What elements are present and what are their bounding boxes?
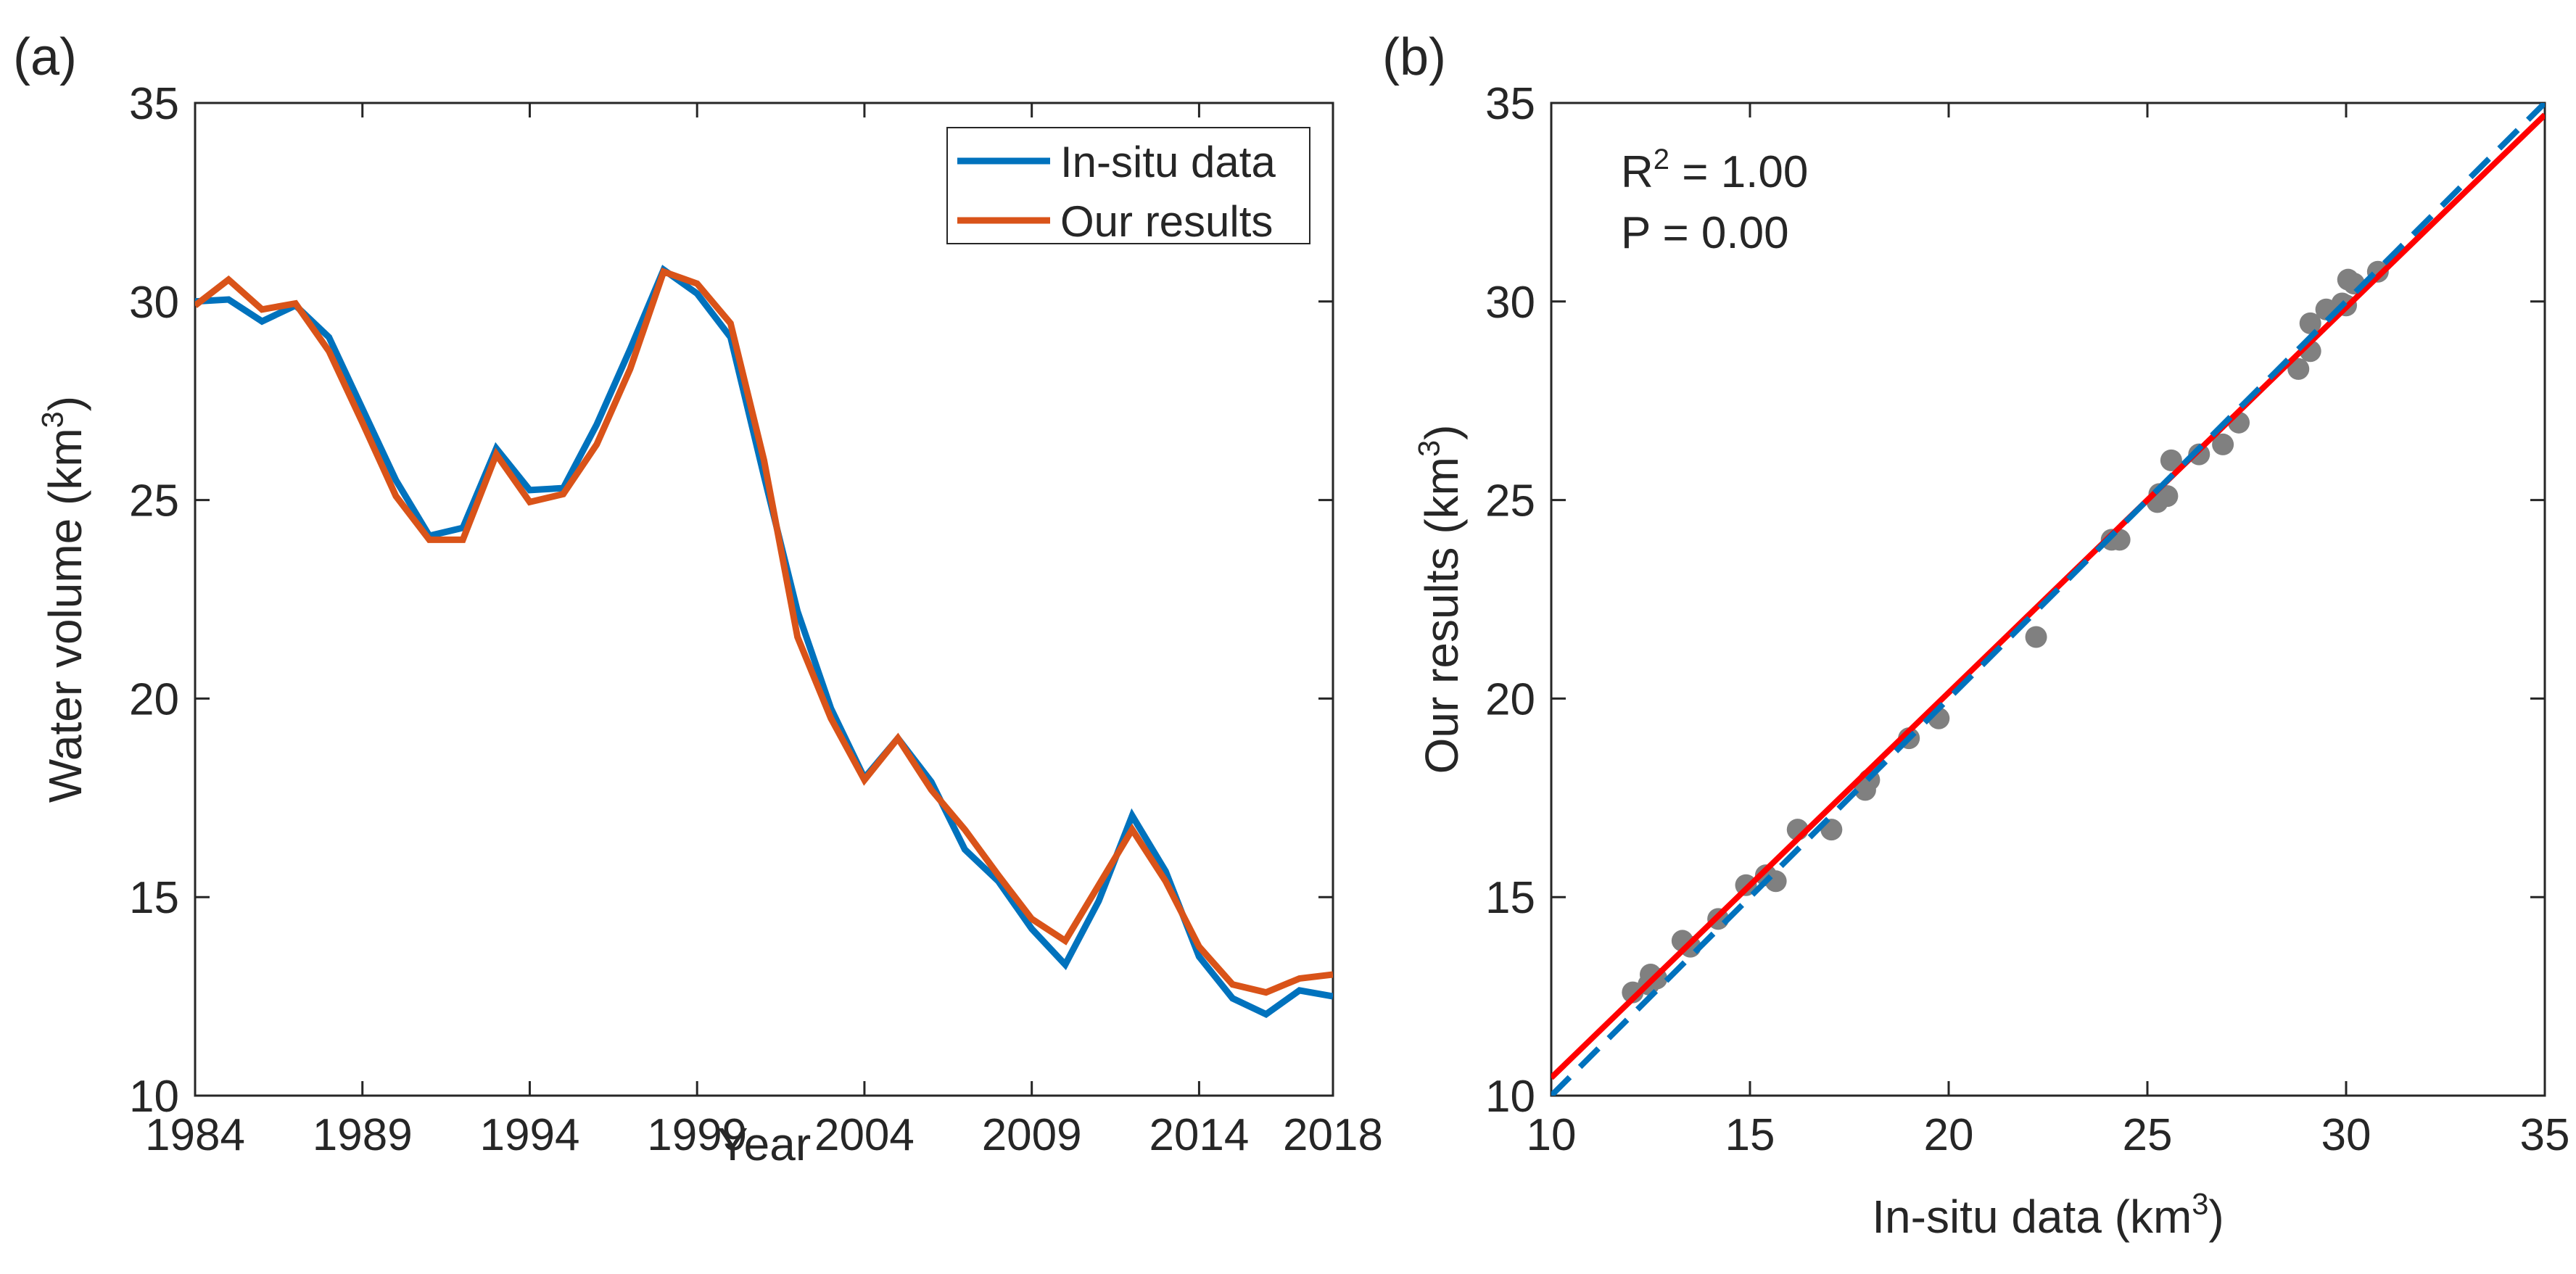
scatter-point — [1764, 870, 1787, 893]
x-axis-label: Year — [717, 1118, 811, 1170]
scatter-point — [2287, 357, 2310, 380]
y-tick-label: 15 — [129, 873, 179, 923]
plot-area — [195, 265, 1333, 1018]
r-squared-exponent: 2 — [1654, 144, 1669, 175]
y-axis-label-superscript: 3 — [35, 411, 69, 428]
x-axis-label-superscript: 3 — [2192, 1186, 2208, 1220]
y-tick-label: 25 — [1485, 476, 1535, 526]
scatter-point — [2212, 433, 2234, 455]
y-axis-label: Water volume (km3) — [35, 396, 91, 803]
x-tick-label: 25 — [2123, 1110, 2173, 1160]
y-tick-label: 15 — [1485, 873, 1535, 923]
y-tick-label: 20 — [129, 674, 179, 724]
r-squared-symbol: R — [1621, 147, 1654, 197]
axes-box — [194, 102, 1334, 1097]
legend-box — [946, 127, 1310, 244]
y-tick-label: 20 — [1485, 674, 1535, 724]
x-axis-label: In-situ data (km3) — [1872, 1186, 2224, 1243]
y-tick-label: 35 — [1485, 79, 1535, 129]
r-squared-value: = 1.00 — [1669, 147, 1808, 197]
scatter-point — [2188, 443, 2210, 466]
x-tick-label: 2014 — [1149, 1110, 1249, 1160]
scatter-point — [1622, 981, 1644, 1004]
y-axis-label: Our results (km3) — [1411, 425, 1468, 774]
scatter-point — [2299, 312, 2321, 334]
panel-b: (b) 10 15 20 25 30 35 10 15 20 25 30 35 In-situ data … — [1382, 28, 2569, 1243]
x-tick-label: 1999 — [647, 1110, 747, 1160]
y-tick-label: 30 — [1485, 278, 1535, 328]
panel-a: (a) 1984 1989 1994 1999 2004 2009 2014 2018 10 15 2… — [13, 28, 1383, 1170]
panel-label: (b) — [1382, 28, 1446, 86]
p-value-annotation: P = 0.00 — [1621, 208, 1789, 258]
y-axis-label-end: ) — [1416, 425, 1468, 440]
scatter-point — [1854, 779, 1876, 801]
panel-label: (a) — [13, 28, 77, 86]
plot-area — [1551, 103, 2545, 1096]
legend: In-situ data Our results — [946, 127, 1310, 246]
x-tick-label: 10 — [1527, 1110, 1577, 1160]
x-tick-label: 1984 — [145, 1110, 245, 1160]
x-tick-label: 35 — [2520, 1110, 2570, 1160]
one-to-one-reference-line — [1551, 103, 2545, 1096]
legend-entry: In-situ data — [1060, 138, 1276, 186]
scatter-point — [2025, 626, 2047, 648]
y-axis-label-text: Water volume (km — [39, 428, 91, 803]
scatter-point — [2148, 483, 2171, 505]
y-tick-label: 35 — [129, 79, 179, 129]
y-tick-label: 25 — [129, 476, 179, 526]
y-tick-label: 10 — [1485, 1072, 1535, 1122]
x-tick-label: 1989 — [313, 1110, 413, 1160]
x-axis-label-end: ) — [2208, 1191, 2224, 1243]
scatter-point — [2160, 449, 2182, 471]
x-tick-label: 30 — [2321, 1110, 2371, 1160]
r-squared-annotation: R2 = 1.00 — [1621, 144, 1808, 197]
x-tick-label: 1994 — [480, 1110, 580, 1160]
y-tick-label: 10 — [129, 1072, 179, 1122]
x-tick-label: 15 — [1725, 1110, 1775, 1160]
y-axis-label-superscript: 3 — [1411, 440, 1445, 457]
y-tick-label: 30 — [129, 278, 179, 328]
x-tick-label: 2009 — [982, 1110, 1082, 1160]
x-axis-label-text: In-situ data (km — [1872, 1191, 2192, 1243]
x-tick-label: 20 — [1924, 1110, 1974, 1160]
legend-entry: Our results — [1060, 197, 1273, 246]
x-tick-label: 2004 — [814, 1110, 915, 1160]
y-axis-label-text: Our results (km — [1416, 457, 1468, 774]
series-line-our-results — [195, 267, 1333, 996]
x-tick-label: 2018 — [1283, 1110, 1383, 1160]
y-axis-label-end: ) — [39, 396, 91, 411]
